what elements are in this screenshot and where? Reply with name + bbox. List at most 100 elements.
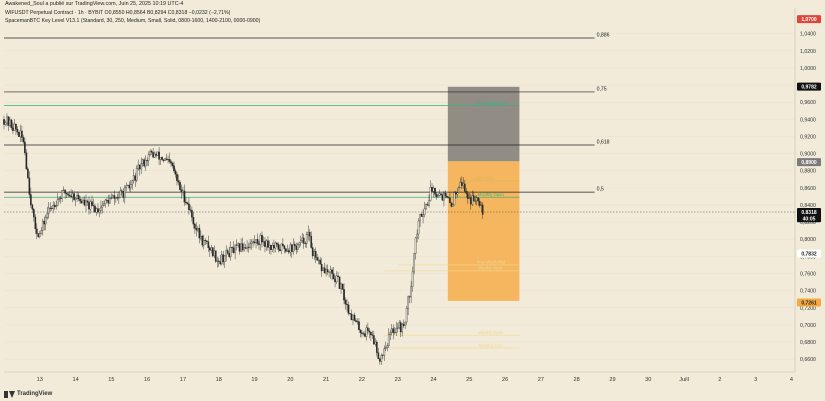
candle	[317, 256, 320, 265]
candle	[243, 242, 245, 253]
candle	[214, 250, 217, 263]
candle	[47, 202, 50, 219]
candle	[458, 186, 460, 193]
candle	[226, 248, 229, 255]
candle-body	[147, 154, 150, 161]
candle-body	[182, 190, 184, 193]
candle	[208, 245, 211, 257]
candle	[346, 298, 348, 312]
candle	[319, 256, 321, 265]
candle	[25, 149, 28, 170]
candle-body	[469, 197, 472, 205]
candle-body	[222, 254, 225, 263]
candle	[183, 184, 186, 206]
candle-body	[152, 152, 154, 158]
candle	[141, 158, 144, 167]
candle	[82, 197, 84, 204]
candle	[198, 224, 201, 244]
candle	[310, 231, 313, 249]
candle	[167, 155, 169, 164]
candle	[373, 330, 375, 345]
candle-body	[449, 197, 451, 203]
candle-body	[331, 269, 333, 274]
y-tick-label: 0,7200	[800, 306, 816, 312]
target-zone-box[interactable]	[447, 161, 520, 301]
candle-body	[288, 250, 290, 253]
candle-body	[58, 198, 61, 200]
candle-body	[155, 153, 157, 156]
candle	[393, 326, 396, 335]
candle	[365, 324, 368, 341]
candle-body	[100, 206, 102, 211]
candle-body	[210, 247, 213, 251]
candle-body	[247, 246, 250, 248]
symbol-info[interactable]: WIFUSDT Perpetual Contract · 1h · BYBIT …	[5, 10, 231, 16]
candle-body	[401, 323, 404, 333]
candle	[289, 242, 292, 257]
candle	[207, 235, 210, 252]
candle-body	[38, 233, 41, 237]
indicator-info[interactable]: SpacemanBTC Key Level V13.1 (Standard, 3…	[5, 18, 261, 24]
candle	[313, 249, 316, 261]
candle-body	[478, 200, 481, 206]
candle	[420, 212, 423, 217]
candle	[103, 200, 105, 207]
candle-body	[332, 273, 335, 280]
candle	[311, 242, 314, 259]
candle	[390, 324, 393, 336]
candle	[425, 203, 427, 211]
fib-level-label: 0,886	[597, 32, 610, 38]
candle	[273, 239, 275, 254]
tradingview-brand: TradingView	[17, 391, 53, 397]
candle-body	[125, 185, 128, 188]
price-badge-label: 0,8900	[801, 160, 817, 166]
candle	[378, 357, 381, 365]
candle-body	[94, 205, 96, 213]
candle	[316, 253, 319, 261]
candle	[440, 193, 442, 197]
candle-body	[423, 208, 426, 215]
candle	[322, 266, 324, 272]
x-tick-label: 15	[108, 377, 114, 383]
candle	[282, 238, 284, 247]
candle	[137, 159, 140, 171]
candle	[89, 199, 92, 214]
candle	[128, 181, 131, 191]
candle	[73, 191, 75, 202]
candle	[79, 196, 81, 205]
candle-body	[30, 194, 32, 206]
candle	[414, 236, 417, 260]
candle-body	[135, 167, 138, 181]
candle-body	[447, 197, 450, 199]
candle-body	[334, 278, 336, 283]
candle	[9, 116, 11, 128]
candle-body	[55, 205, 58, 208]
candle-body	[389, 332, 392, 335]
candle	[364, 330, 366, 338]
candle	[395, 321, 398, 337]
x-tick-label: 21	[323, 377, 329, 383]
key-level-label: Weekly Open	[478, 266, 504, 271]
candle	[165, 153, 168, 161]
candle-body	[201, 235, 204, 246]
candle	[277, 242, 280, 253]
candle	[356, 318, 359, 325]
candle	[49, 202, 52, 212]
candle	[37, 233, 40, 238]
candle-body	[441, 194, 444, 201]
candle-body	[472, 195, 475, 202]
candle-body	[387, 334, 390, 346]
candle-body	[116, 196, 119, 199]
candle	[122, 188, 125, 202]
fib-level-label: 0,75	[597, 86, 607, 92]
candle	[204, 238, 207, 245]
candle	[459, 177, 462, 189]
stop-zone-box[interactable]	[447, 86, 520, 162]
candle-body	[371, 334, 374, 336]
candle-body	[194, 223, 196, 229]
candle-body	[293, 243, 296, 247]
candle-body	[174, 170, 177, 175]
candle-body	[398, 322, 401, 329]
candle-body	[295, 245, 298, 250]
